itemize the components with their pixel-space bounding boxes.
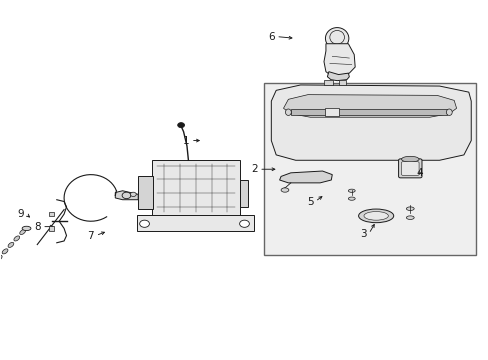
FancyBboxPatch shape [401,162,418,175]
Ellipse shape [281,188,288,192]
Bar [137,215,254,231]
Bar [325,108,338,116]
Polygon shape [279,171,331,183]
Polygon shape [324,44,354,76]
Bar [49,226,54,230]
Ellipse shape [406,216,413,220]
Bar [152,160,239,216]
Ellipse shape [406,207,413,211]
Bar [239,180,248,207]
Circle shape [177,123,184,128]
Polygon shape [115,191,138,200]
Bar [138,176,153,209]
Circle shape [122,192,131,199]
Text: 8: 8 [34,222,41,231]
Ellipse shape [14,236,20,241]
Ellipse shape [8,242,14,247]
Text: 5: 5 [306,197,313,207]
Bar [324,80,332,85]
Text: 4: 4 [416,168,423,178]
Ellipse shape [347,197,354,200]
FancyBboxPatch shape [398,159,421,178]
Text: 7: 7 [87,231,94,240]
Bar [264,83,475,255]
Polygon shape [283,95,456,117]
Ellipse shape [446,109,451,116]
Ellipse shape [20,229,25,234]
Circle shape [239,220,249,227]
Text: 6: 6 [267,32,274,41]
Text: 3: 3 [360,229,366,239]
Ellipse shape [285,109,291,116]
Polygon shape [327,72,348,81]
Ellipse shape [358,209,393,223]
Ellipse shape [363,212,387,220]
Bar [290,109,446,115]
Ellipse shape [0,255,2,260]
Ellipse shape [325,28,348,49]
Ellipse shape [22,226,31,230]
Polygon shape [271,85,470,160]
Text: 2: 2 [250,164,257,174]
Bar [338,80,345,85]
Bar [49,212,54,216]
Text: 9: 9 [18,209,24,219]
Ellipse shape [347,189,354,192]
Circle shape [140,220,149,227]
Circle shape [130,192,136,197]
Ellipse shape [401,156,418,162]
Ellipse shape [2,249,8,254]
Text: 1: 1 [183,136,189,145]
